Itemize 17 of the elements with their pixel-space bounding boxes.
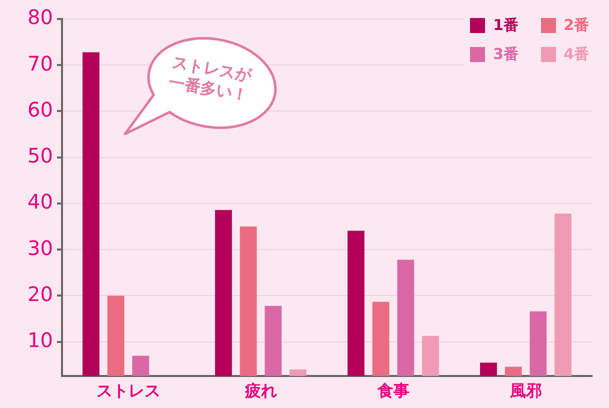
x-tick-label: 食事 xyxy=(376,380,410,400)
y-tick-label: 50 xyxy=(28,144,53,168)
legend-label: 2番 xyxy=(564,16,589,35)
x-tick-label: 風邪 xyxy=(508,380,542,400)
legend-label: 4番 xyxy=(564,45,589,64)
y-tick-label: 60 xyxy=(28,97,53,122)
y-tick-label: 80 xyxy=(28,5,53,30)
y-tick-label: 70 xyxy=(28,51,53,76)
legend-label: 3番 xyxy=(493,45,519,64)
y-tick-label: 30 xyxy=(28,236,53,260)
y-tick-label: 40 xyxy=(28,190,53,214)
annotation: ストレスが一番多い！ xyxy=(166,51,254,107)
x-tick-label: 疲れ xyxy=(244,380,277,400)
x-tick-label: ストレス xyxy=(96,380,160,400)
y-tick-label: 20 xyxy=(28,282,53,306)
y-tick-label: 10 xyxy=(28,328,53,352)
legend-label: 1番 xyxy=(493,16,519,35)
